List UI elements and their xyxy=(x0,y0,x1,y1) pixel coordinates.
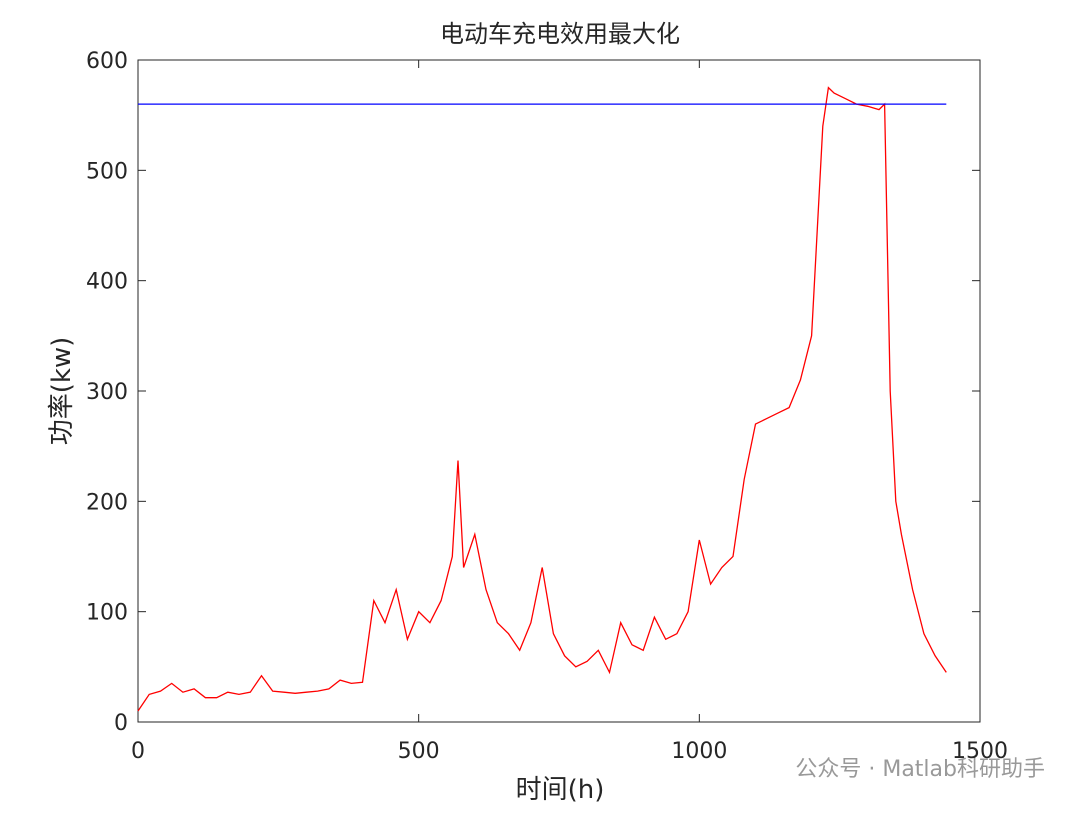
y-axis-label: 功率(kw) xyxy=(47,337,77,446)
plot-area xyxy=(137,59,981,723)
series-line xyxy=(137,86,947,712)
y-tick-label: 100 xyxy=(86,601,128,626)
y-tick-label: 300 xyxy=(86,380,128,405)
x-tick-label: 0 xyxy=(131,739,145,764)
y-tick-label: 400 xyxy=(86,270,128,295)
x-tick-label: 500 xyxy=(398,739,440,764)
y-tick-label: 0 xyxy=(114,711,128,736)
chart-title: 电动车充电效用最大化 xyxy=(440,20,680,48)
x-tick-label: 1000 xyxy=(671,739,727,764)
y-tick-label: 200 xyxy=(86,490,128,515)
x-tick-label: 1500 xyxy=(952,739,1008,764)
watermark: 公众号 · Matlab科研助手 xyxy=(795,757,1045,782)
y-tick-label: 600 xyxy=(86,49,128,74)
x-axis-label: 时间(h) xyxy=(516,775,605,805)
y-tick-label: 500 xyxy=(86,159,128,184)
